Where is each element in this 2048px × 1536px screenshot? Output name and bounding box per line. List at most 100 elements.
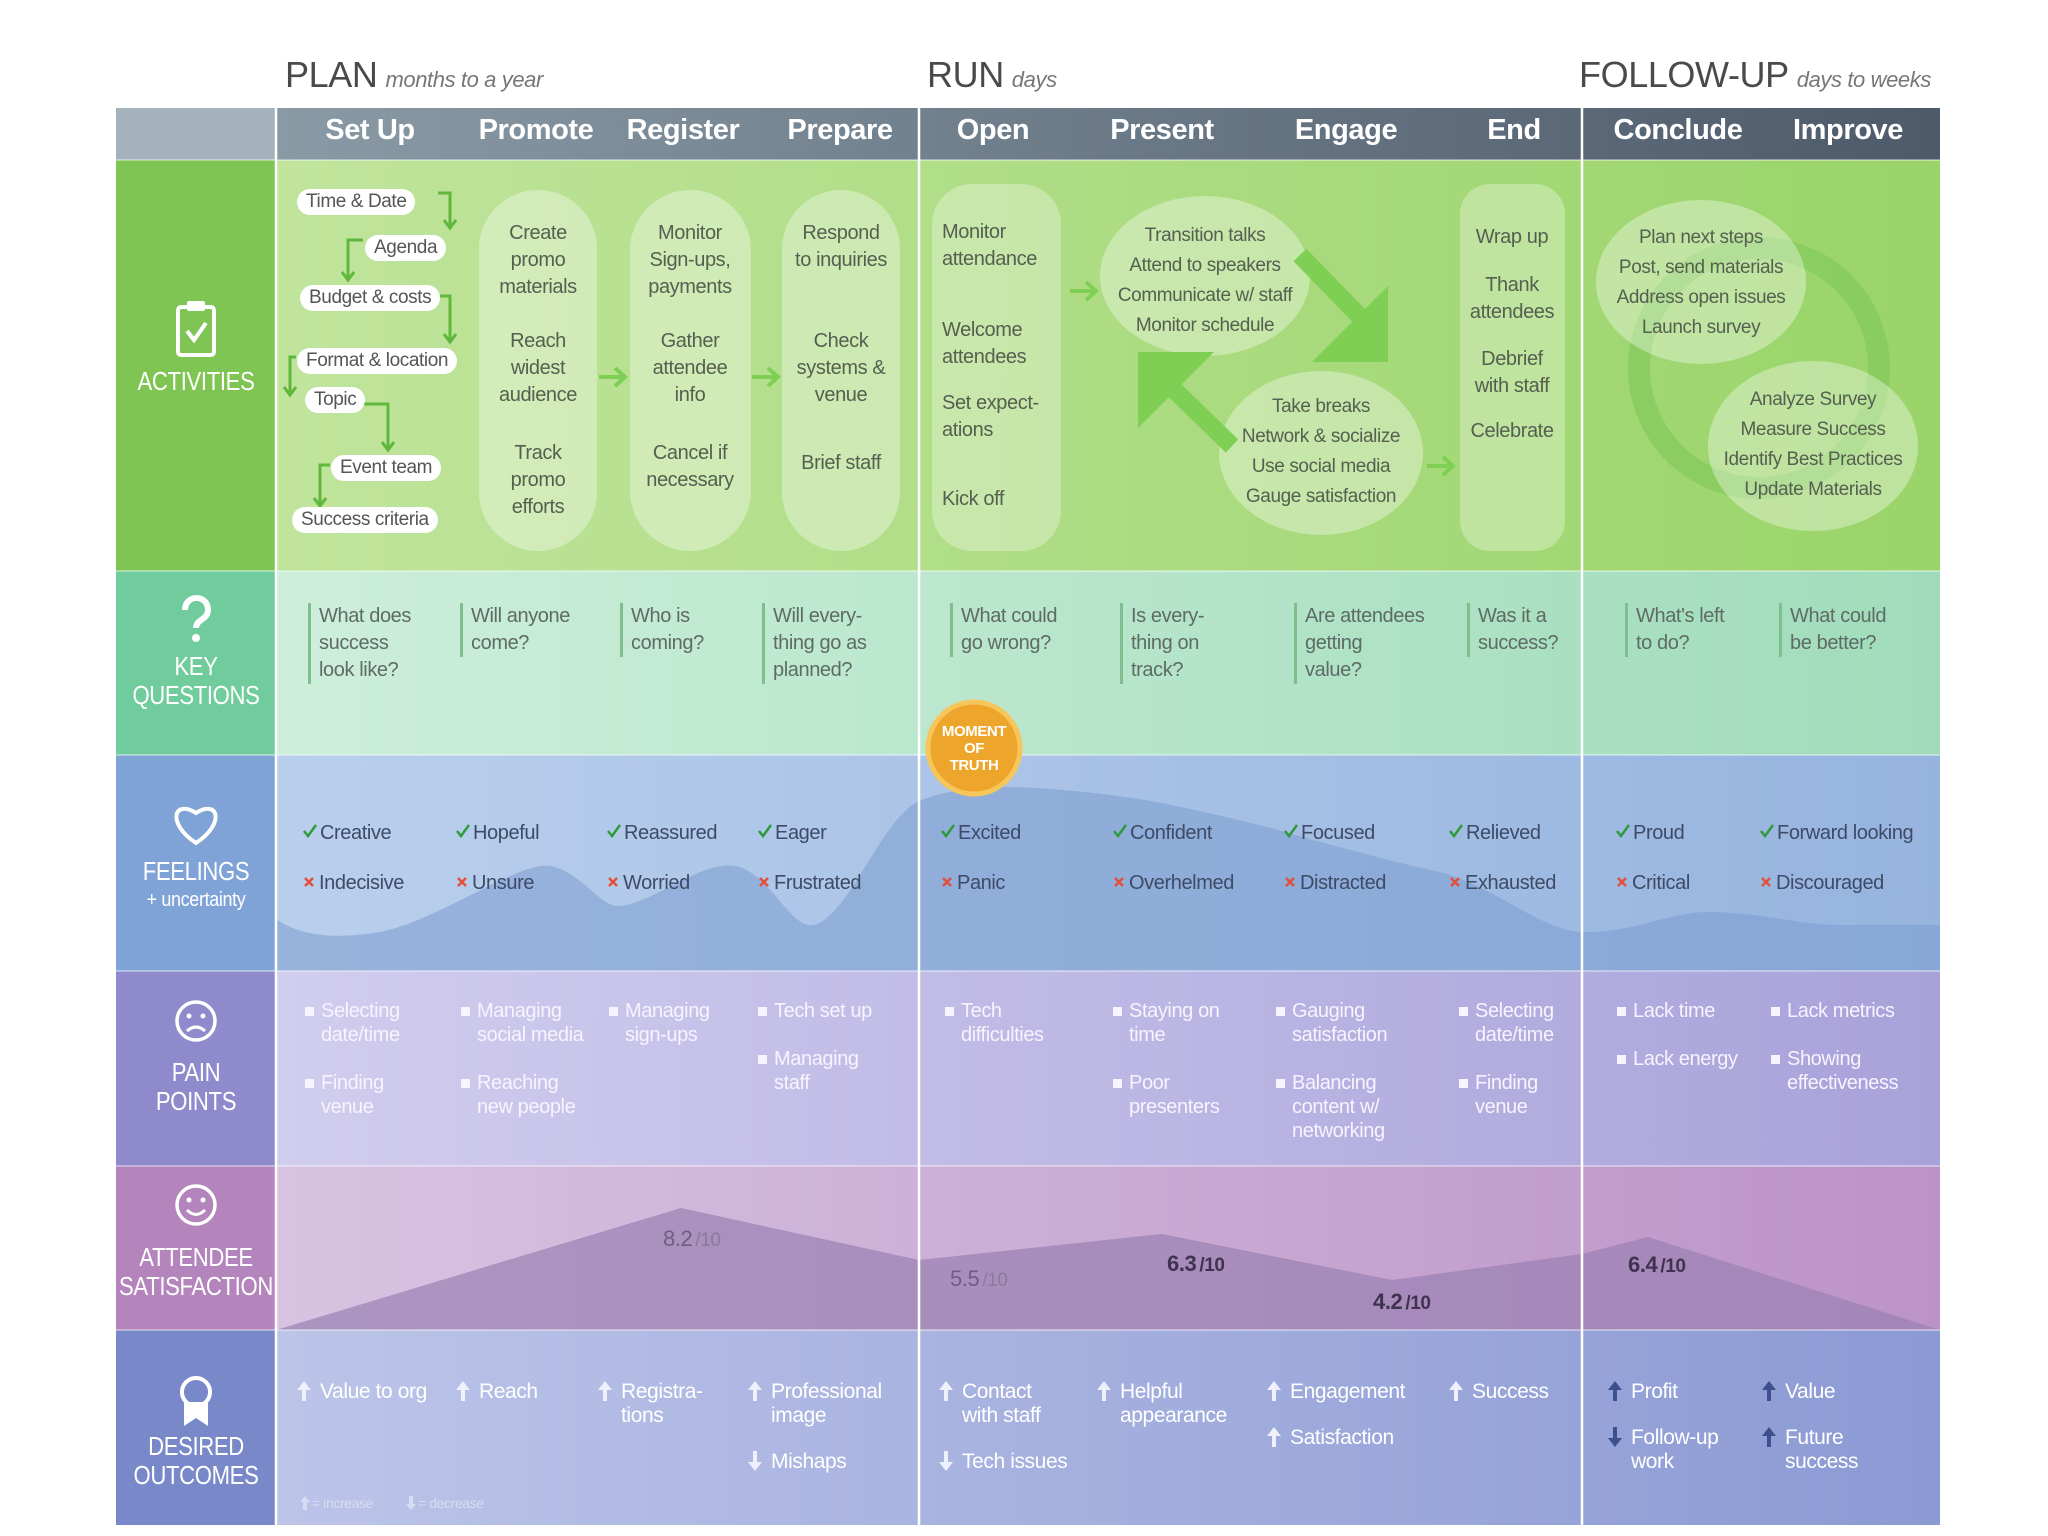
outcome: Success [1448,1380,1613,1404]
icon [1450,877,1460,887]
pain-column: Gauging satisfaction Balancing content w/… [1276,999,1436,1143]
icon [608,877,618,887]
cross-mark [942,877,952,887]
scale: /10 [982,1270,1008,1291]
score: 8.2 [663,1226,693,1251]
setup-connector-head [442,219,458,231]
satisfaction-score: 6.3/10 [1167,1251,1225,1277]
icon [748,1381,762,1401]
icon [942,877,952,887]
activity-item: Celebrate [1470,420,1554,442]
icon [1761,877,1771,887]
cross-mark [1450,877,1460,887]
outcome-column: Profit Follow-up work [1607,1380,1772,1496]
outcome-column: Contact with staff Tech issues [938,1380,1103,1496]
setup-item: Success criteria [292,507,438,533]
activity-item: Update Materials [1744,479,1882,500]
pain-point: Lack time [1617,999,1777,1023]
pain-point: Lack metrics [1771,999,1931,1023]
activity-pill [782,190,900,551]
pain-column: Selecting date/time Finding venue [305,999,465,1119]
feeling-positive: Forward looking [1760,822,1914,845]
feeling-negative-text: Critical [1632,872,1690,894]
icon [1760,824,1775,839]
feeling-positive: Focused [1284,822,1375,845]
feeling-negative: Discouraged [1760,872,1884,895]
setup-item: Time & Date [297,189,416,215]
setup-connector [346,238,363,280]
activity-item: Debrief with staff [1474,348,1550,397]
outcome-column: Value to org [296,1380,461,1426]
setup-item: Budget & costs [300,285,441,311]
outcome: Value [1761,1380,1926,1404]
icon-question-dot [192,634,200,642]
phase-duration: days [1011,67,1057,92]
bullet [1113,1079,1122,1088]
outcome: Future success [1761,1426,1926,1474]
outcome: Satisfaction [1266,1426,1431,1450]
setup-connector [362,402,390,450]
outcome-column: Success [1448,1380,1613,1426]
row-label: ATTENDEE SATISFACTION [119,1242,273,1301]
setup-connector-head [340,271,356,283]
key-question: Was it a success? [1467,603,1559,657]
icon [939,1381,953,1401]
activity-item: Monitor schedule [1135,315,1275,336]
feeling-negative: Distracted [1284,872,1386,895]
pain-point: Tech set up [758,999,918,1023]
stage-name: Set Up [325,114,415,146]
stage-name: Improve [1792,114,1903,146]
stage-name: Prepare [787,114,893,146]
arrow-up [1762,1381,1776,1401]
icon [1762,1427,1776,1447]
feeling-negative: Overhelmed [1113,872,1234,895]
icon-eye [200,1197,206,1203]
satisfaction-score: 6.4/10 [1628,1252,1686,1278]
row-background [276,971,1940,1166]
activity-item: Brief staff [801,452,881,474]
phase-duration: months to a year [385,67,543,92]
icon-eye [186,1197,192,1203]
icon [1608,1381,1622,1401]
row-background [276,571,1940,755]
feeling-negative: Worried [607,872,690,895]
row-label: PAIN POINTS [155,1057,237,1116]
cross-mark [608,877,618,887]
bullet [461,1079,470,1088]
check-mark [1113,824,1128,839]
icon [300,1496,310,1510]
legend-item: = decrease [406,1495,484,1511]
pain-point: Reaching new people [461,1071,621,1119]
arrow-up [1097,1381,1111,1401]
scale: /10 [1405,1293,1431,1314]
outcome: Helpful appearance [1096,1380,1261,1428]
score: 6.4 [1628,1252,1658,1277]
feeling-negative: Critical [1616,872,1690,895]
setup-item: Event team [331,455,442,481]
row-label-cell [116,571,276,755]
row-label-cell [116,160,276,571]
feeling-positive: Excited [941,822,1021,845]
icon [303,824,318,839]
icon [1267,1427,1281,1447]
icon-check [185,321,208,344]
row-label-cell [116,1330,276,1525]
feeling-negative: Indecisive [303,872,404,895]
outcome: Reach [455,1380,620,1404]
step-arrow-head [1441,455,1456,477]
feeling-negative-text: Exhausted [1465,872,1556,894]
icon [1267,1381,1281,1401]
feeling-positive-text: Hopeful [473,822,540,844]
activity-item: Create promo materials [499,222,577,298]
stage-name: Present [1110,114,1214,146]
feeling-positive-text: Excited [958,822,1021,844]
icon [748,1451,762,1471]
pain-point: Managing social media [461,999,621,1047]
icon [297,1381,311,1401]
flow-arrow-head [1312,286,1388,362]
stage-name: Promote [478,114,594,146]
bullet [1617,1007,1626,1016]
legend-text: = decrease [418,1495,484,1511]
header-bar [116,108,1940,160]
activity-bubble [1596,200,1806,364]
